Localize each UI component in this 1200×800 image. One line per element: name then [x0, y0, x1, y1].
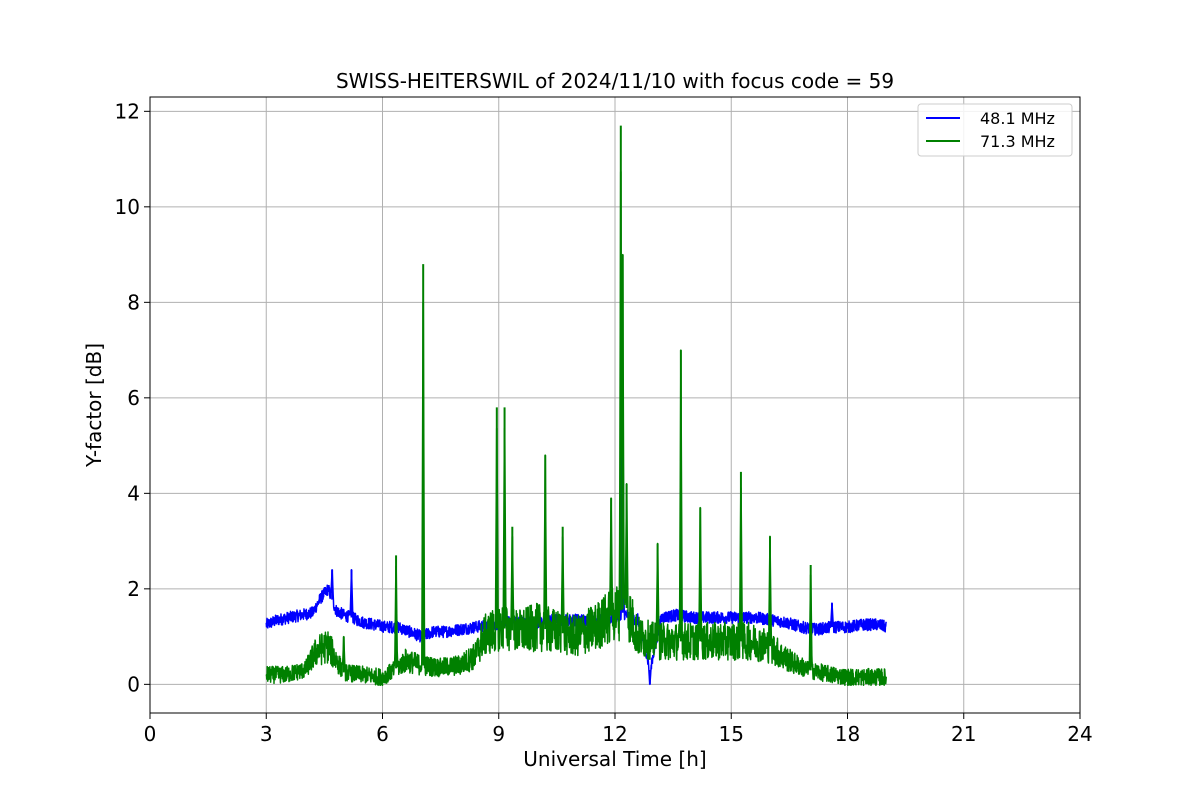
x-axis-label: Universal Time [h]: [523, 747, 706, 771]
y-tick-label: 0: [127, 672, 140, 696]
y-axis-label: Y-factor [dB]: [82, 343, 106, 468]
x-tick-label: 9: [492, 722, 505, 746]
series-layer: [265, 125, 887, 687]
x-tick-label: 12: [602, 722, 627, 746]
y-tick-label: 8: [127, 290, 140, 314]
x-tick-label: 0: [144, 722, 157, 746]
y-tick-label: 10: [115, 195, 140, 219]
legend: 48.1 MHz 71.3 MHz: [917, 103, 1073, 157]
y-tick-label: 6: [127, 386, 140, 410]
y-tick-label: 4: [127, 481, 140, 505]
chart-title: SWISS-HEITERSWIL of 2024/11/10 with focu…: [336, 69, 894, 93]
x-tick-label: 24: [1067, 722, 1092, 746]
x-tick-label: 15: [719, 722, 744, 746]
legend-label: 48.1 MHz: [980, 109, 1055, 128]
x-tick-label: 21: [951, 722, 976, 746]
x-tick-label: 6: [376, 722, 389, 746]
x-tick-label: 3: [260, 722, 273, 746]
y-tick-label: 12: [115, 99, 140, 123]
legend-label: 71.3 MHz: [980, 132, 1055, 151]
grid: [149, 97, 1081, 713]
y-tick-label: 2: [127, 577, 140, 601]
series-line-2: [265, 171, 887, 687]
x-tick-label: 18: [835, 722, 860, 746]
